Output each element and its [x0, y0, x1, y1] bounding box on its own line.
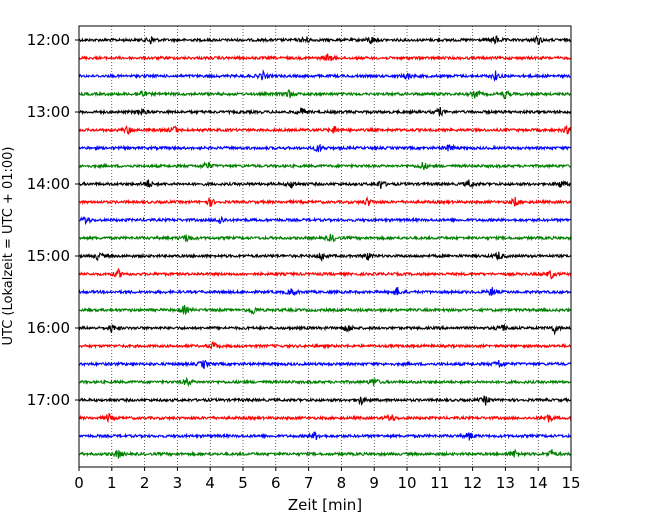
trace-1615: [78, 341, 572, 350]
x-tick-label: 4: [205, 474, 215, 492]
x-tick-label: 9: [369, 474, 379, 492]
y-tick-label: 14:00: [27, 175, 70, 193]
x-tick-label: 2: [140, 474, 150, 492]
trace-1715: [78, 412, 572, 424]
x-axis-label: Zeit [min]: [288, 496, 362, 514]
y-tick-label: 12:00: [27, 31, 70, 49]
trace-1245: [78, 88, 572, 100]
x-tick-label: 11: [430, 474, 449, 492]
x-tick-label: 6: [271, 474, 281, 492]
trace-1500: [78, 251, 572, 262]
y-axis-ticks: 12:00 13:00 14:00 15:00 16:00 17:00: [27, 31, 79, 409]
x-tick-label: 14: [529, 474, 548, 492]
seismogram-traces: [78, 34, 572, 459]
x-tick-label: 7: [304, 474, 314, 492]
trace-1730: [78, 431, 572, 441]
y-tick-label: 15:00: [27, 247, 70, 265]
trace-1645: [78, 376, 572, 388]
x-tick-label: 10: [397, 474, 416, 492]
x-axis-ticks: 0 1 2 3 4 5 6 7 8 9 10 11 12 13 14 15: [74, 467, 581, 492]
trace-1345: [78, 160, 572, 171]
trace-1600: [78, 323, 572, 336]
y-tick-label: 13:00: [27, 103, 70, 121]
x-tick-label: 3: [173, 474, 183, 492]
trace-1630: [78, 359, 572, 370]
trace-1400: [78, 179, 572, 189]
trace-1530: [78, 287, 572, 297]
y-tick-label: 17:00: [27, 391, 70, 409]
plot-frame: [78, 25, 572, 468]
trace-1430: [78, 215, 572, 226]
x-tick-label: 1: [107, 474, 117, 492]
trace-1445: [78, 233, 572, 243]
y-axis-label: UTC (Lokalzeit = UTC + 01:00): [1, 147, 16, 346]
trace-1745: [78, 448, 572, 459]
y-tick-label: 16:00: [27, 319, 70, 337]
trace-1315: [78, 125, 572, 135]
x-tick-label: 15: [561, 474, 580, 492]
trace-1230: [78, 68, 572, 83]
trace-1215: [78, 53, 572, 62]
trace-1300: [78, 107, 572, 117]
x-tick-label: 12: [463, 474, 482, 492]
trace-1200: [78, 34, 572, 46]
trace-1330: [78, 143, 572, 153]
trace-1515: [78, 268, 572, 280]
x-tick-label: 8: [337, 474, 347, 492]
trace-1545: [78, 304, 572, 316]
x-tick-label: 13: [496, 474, 515, 492]
trace-1700: [78, 395, 572, 407]
trace-1415: [78, 195, 572, 208]
x-tick-label: 5: [238, 474, 248, 492]
x-tick-label: 0: [74, 474, 84, 492]
